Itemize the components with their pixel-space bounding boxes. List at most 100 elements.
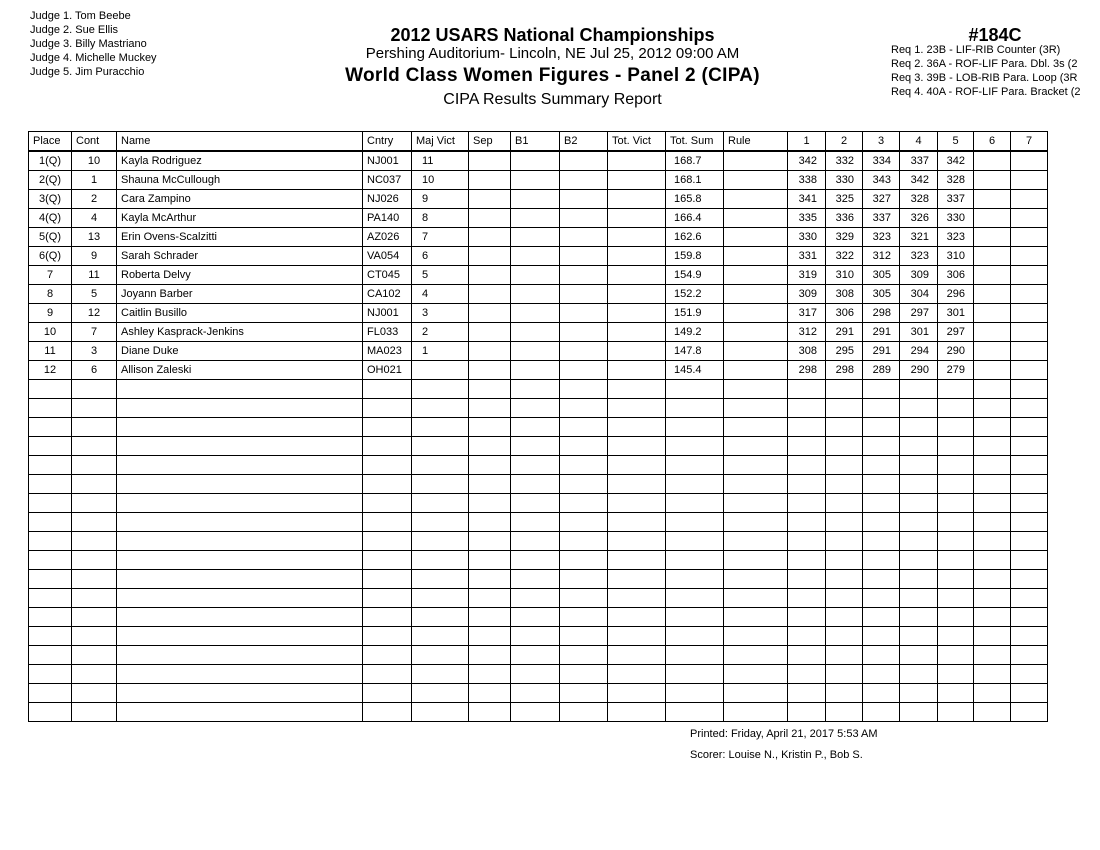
table-cell [468, 303, 511, 323]
table-cell [973, 189, 1011, 209]
empty-cell [787, 664, 826, 684]
empty-cell [362, 683, 412, 703]
table-cell: 7 [411, 227, 469, 247]
table-cell: 295 [825, 341, 863, 361]
empty-cell [559, 645, 608, 665]
table-cell: 309 [787, 284, 826, 304]
table-cell: Sarah Schrader [116, 246, 363, 266]
table-cell: 343 [862, 170, 900, 190]
empty-cell [468, 398, 511, 418]
empty-cell [723, 493, 788, 513]
table-cell: 330 [825, 170, 863, 190]
table-cell: 298 [862, 303, 900, 323]
empty-cell [937, 455, 974, 475]
column-header: 3 [862, 131, 900, 152]
empty-cell [468, 417, 511, 437]
empty-cell [468, 531, 511, 551]
empty-row [28, 683, 1048, 703]
empty-cell [787, 512, 826, 532]
table-cell: 334 [862, 150, 900, 171]
table-cell [468, 246, 511, 266]
empty-cell [71, 569, 117, 589]
table-cell [607, 246, 666, 266]
table-cell: 341 [787, 189, 826, 209]
empty-cell [116, 626, 363, 646]
table-row: 5(Q) 13 Erin Ovens-Scalzitti AZ026 7 162.6 330… [28, 227, 1048, 247]
table-cell: 9 [28, 303, 72, 323]
table-cell: 291 [862, 341, 900, 361]
empty-cell [787, 474, 826, 494]
empty-cell [973, 588, 1011, 608]
table-cell: 330 [937, 208, 974, 228]
empty-cell [899, 398, 938, 418]
judge-line: Judge 2. Sue Ellis [30, 24, 119, 36]
empty-cell [116, 531, 363, 551]
table-cell: 338 [787, 170, 826, 190]
table-cell [973, 360, 1011, 380]
table-cell: 279 [937, 360, 974, 380]
table-cell: 291 [825, 322, 863, 342]
empty-cell [973, 607, 1011, 627]
judge-line: Judge 1. Tom Beebe [30, 10, 131, 22]
empty-cell [862, 436, 900, 456]
empty-cell [937, 683, 974, 703]
table-cell: 301 [899, 322, 938, 342]
printed-date: Printed: Friday, April 21, 2017 5:53 AM [690, 728, 878, 740]
empty-cell [607, 683, 666, 703]
empty-cell [510, 493, 560, 513]
table-cell [468, 265, 511, 285]
empty-cell [665, 474, 724, 494]
empty-cell [973, 702, 1011, 722]
empty-cell [787, 455, 826, 475]
table-cell: 335 [787, 208, 826, 228]
table-cell: 1 [411, 341, 469, 361]
empty-cell [862, 683, 900, 703]
table-cell: 291 [862, 322, 900, 342]
empty-cell [862, 474, 900, 494]
empty-cell [607, 550, 666, 570]
table-cell [607, 322, 666, 342]
empty-cell [362, 455, 412, 475]
table-cell: 5 [71, 284, 117, 304]
table-cell [559, 303, 608, 323]
empty-cell [116, 588, 363, 608]
empty-cell [510, 417, 560, 437]
empty-cell [362, 531, 412, 551]
table-cell: 329 [825, 227, 863, 247]
table-cell: 5 [411, 265, 469, 285]
table-cell [607, 189, 666, 209]
empty-cell [787, 550, 826, 570]
empty-cell [825, 398, 863, 418]
table-cell: 10 [71, 150, 117, 171]
table-cell: 2 [71, 189, 117, 209]
table-cell: 2(Q) [28, 170, 72, 190]
judge-line: Judge 4. Michelle Muckey [30, 52, 157, 64]
empty-row [28, 474, 1048, 494]
empty-cell [559, 436, 608, 456]
empty-row [28, 531, 1048, 551]
empty-cell [937, 379, 974, 399]
table-row: 11 3 Diane Duke MA023 1 147.8 308 295 291 294 290 [28, 341, 1048, 361]
report-title: 2012 USARS National Championships [390, 25, 715, 45]
empty-cell [28, 664, 72, 684]
table-cell: 328 [899, 189, 938, 209]
empty-cell [665, 626, 724, 646]
empty-cell [825, 474, 863, 494]
table-cell [1010, 284, 1048, 304]
empty-cell [937, 626, 974, 646]
table-cell: 13 [71, 227, 117, 247]
empty-cell [787, 417, 826, 437]
empty-cell [899, 417, 938, 437]
table-cell [1010, 170, 1048, 190]
empty-cell [411, 645, 469, 665]
table-cell: 325 [825, 189, 863, 209]
empty-cell [899, 512, 938, 532]
empty-cell [825, 702, 863, 722]
empty-cell [411, 379, 469, 399]
table-cell [559, 170, 608, 190]
empty-cell [362, 398, 412, 418]
empty-cell [607, 436, 666, 456]
table-cell [607, 227, 666, 247]
table-cell: 11 [71, 265, 117, 285]
table-cell: 7 [71, 322, 117, 342]
